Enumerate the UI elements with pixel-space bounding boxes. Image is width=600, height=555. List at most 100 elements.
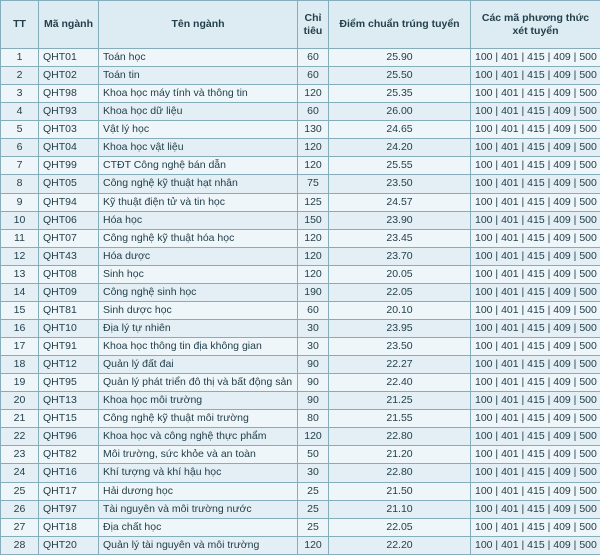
- table-cell: 150: [297, 210, 329, 230]
- table-row: 19 QHT95 Quản lý phát triển đô thị và bất …: [0, 373, 600, 393]
- table-cell: Tài nguyên và môi trường nước: [98, 499, 298, 519]
- table-cell: 26: [0, 499, 39, 519]
- table-row: 17 QHT91 Khoa học thông tin địa không gian…: [0, 336, 600, 357]
- table-row: 21 QHT15 Công nghệ kỹ thuật môi trường 80 21…: [0, 409, 600, 429]
- table-cell: 100 | 401 | 415 | 409 | 500: [470, 282, 600, 302]
- table-row: 24 QHT16 Khí tượng và khí hậu học 30 22.80 10…: [0, 463, 600, 483]
- table-cell: Quản lý phát triển đô thị và bất động sả…: [98, 373, 298, 393]
- table-cell: Khoa học dữ liệu: [98, 102, 298, 122]
- table-cell: Toán học: [98, 47, 298, 68]
- table-cell: 100 | 401 | 415 | 409 | 500: [470, 336, 600, 357]
- table-cell: 125: [297, 192, 329, 212]
- table-cell: Môi trường, sức khỏe và an toàn: [98, 445, 298, 465]
- table-cell: 22.40: [328, 373, 471, 393]
- table-cell: 21.10: [328, 499, 471, 519]
- table-cell: Khoa học và công nghệ thực phẩm: [98, 427, 298, 447]
- table-cell: 100 | 401 | 415 | 409 | 500: [470, 246, 600, 266]
- table-cell: 21.20: [328, 445, 471, 465]
- table-body: 1 QHT01 Toán học 60 25.90 100 | 401 | 415 | 4…: [0, 47, 600, 555]
- table-cell: Khoa học máy tính và thông tin: [98, 84, 298, 104]
- header-cell: Chỉ tiêu: [297, 0, 329, 49]
- table-cell: Khoa học vật liệu: [98, 138, 298, 158]
- table-row: 5 QHT03 Vật lý học 130 24.65 100 | 401 | 415 …: [0, 120, 600, 140]
- table-cell: Công nghệ kỹ thuật hóa học: [98, 228, 298, 248]
- table-cell: 3: [0, 84, 39, 104]
- table-cell: 21: [0, 409, 39, 429]
- table-cell: 100 | 401 | 415 | 409 | 500: [470, 481, 600, 501]
- table-cell: 22.80: [328, 427, 471, 447]
- table-cell: QHT15: [38, 409, 99, 429]
- table-cell: 6: [0, 138, 39, 158]
- table-cell: QHT43: [38, 246, 99, 266]
- table-cell: QHT81: [38, 300, 99, 320]
- table-cell: 17: [0, 336, 39, 357]
- header-cell: Điểm chuẩn trúng tuyển: [328, 0, 471, 49]
- table-cell: QHT20: [38, 535, 99, 555]
- table-cell: 100 | 401 | 415 | 409 | 500: [470, 355, 600, 375]
- table-cell: Hóa dược: [98, 246, 298, 266]
- table-cell: 100 | 401 | 415 | 409 | 500: [470, 373, 600, 393]
- table-row: 18 QHT12 Quản lý đất đai 90 22.27 100 | 401 |…: [0, 355, 600, 375]
- table-cell: 100 | 401 | 415 | 409 | 500: [470, 499, 600, 519]
- table-cell: 100 | 401 | 415 | 409 | 500: [470, 535, 600, 555]
- table-cell: 120: [297, 246, 329, 266]
- table-cell: 75: [297, 174, 329, 194]
- table-cell: 27: [0, 517, 39, 537]
- table-cell: 80: [297, 409, 329, 429]
- table-cell: 100 | 401 | 415 | 409 | 500: [470, 66, 600, 86]
- table-row: 22 QHT96 Khoa học và công nghệ thực phẩm 12…: [0, 427, 600, 447]
- table-cell: 60: [297, 102, 329, 122]
- table-cell: 60: [297, 66, 329, 86]
- table-cell: QHT08: [38, 264, 99, 284]
- table-row: 25 QHT17 Hải dương học 25 21.50 100 | 401 | 4…: [0, 481, 600, 501]
- table-row: 27 QHT18 Địa chất học 25 22.05 100 | 401 | 41…: [0, 517, 600, 537]
- table-cell: 30: [297, 318, 329, 339]
- table-row: 2 QHT02 Toán tin 60 25.50 100 | 401 | 415 | 4…: [0, 66, 600, 86]
- table-cell: 25.50: [328, 66, 471, 86]
- table-cell: 100 | 401 | 415 | 409 | 500: [470, 120, 600, 140]
- table-row: 14 QHT09 Công nghệ sinh học 190 22.05 100 | 4…: [0, 282, 600, 302]
- table-cell: Quản lý tài nguyên và môi trường: [98, 535, 298, 555]
- table-cell: 100 | 401 | 415 | 409 | 500: [470, 409, 600, 429]
- table-cell: 100 | 401 | 415 | 409 | 500: [470, 156, 600, 176]
- table-cell: 60: [297, 300, 329, 320]
- table-cell: QHT07: [38, 228, 99, 248]
- table-cell: QHT10: [38, 318, 99, 339]
- table-cell: 26.00: [328, 102, 471, 122]
- table-cell: 25.90: [328, 47, 471, 68]
- table-cell: Công nghệ kỹ thuật hạt nhân: [98, 174, 298, 194]
- table-cell: 20.05: [328, 264, 471, 284]
- table-cell: 120: [297, 138, 329, 158]
- table-cell: 24.65: [328, 120, 471, 140]
- table-row: 20 QHT13 Khoa học môi trường 90 21.25 100 | 4…: [0, 391, 600, 411]
- table-cell: 4: [0, 102, 39, 122]
- table-row: 9 QHT94 Kỹ thuật điện tử và tin học 125 24.5…: [0, 192, 600, 212]
- table-row: 12 QHT43 Hóa dược 120 23.70 100 | 401 | 415 |…: [0, 246, 600, 266]
- table-cell: 100 | 401 | 415 | 409 | 500: [470, 192, 600, 212]
- table-cell: 24.20: [328, 138, 471, 158]
- table-cell: QHT06: [38, 210, 99, 230]
- table-cell: Công nghệ kỹ thuật môi trường: [98, 409, 298, 429]
- table-cell: QHT91: [38, 336, 99, 357]
- table-cell: QHT13: [38, 391, 99, 411]
- table-cell: 8: [0, 174, 39, 194]
- table-cell: Hóa học: [98, 210, 298, 230]
- table-row: 8 QHT05 Công nghệ kỹ thuật hạt nhân 75 23.50…: [0, 174, 600, 194]
- table-cell: QHT17: [38, 481, 99, 501]
- table-cell: 21.55: [328, 409, 471, 429]
- header-cell: TT: [0, 0, 39, 49]
- table-cell: QHT97: [38, 499, 99, 519]
- table-cell: QHT09: [38, 282, 99, 302]
- table-cell: QHT95: [38, 373, 99, 393]
- table-row: 7 QHT99 CTĐT Công nghệ bán dẫn 120 25.55 100 …: [0, 156, 600, 176]
- table-cell: QHT16: [38, 463, 99, 483]
- table-cell: 22.05: [328, 282, 471, 302]
- table-cell: QHT05: [38, 174, 99, 194]
- table-cell: 100 | 401 | 415 | 409 | 500: [470, 102, 600, 122]
- table-row: 23 QHT82 Môi trường, sức khỏe và an toàn 50…: [0, 445, 600, 465]
- table-cell: 7: [0, 156, 39, 176]
- table-cell: Toán tin: [98, 66, 298, 86]
- header-cell: Mã ngành: [38, 0, 99, 49]
- table-cell: 120: [297, 427, 329, 447]
